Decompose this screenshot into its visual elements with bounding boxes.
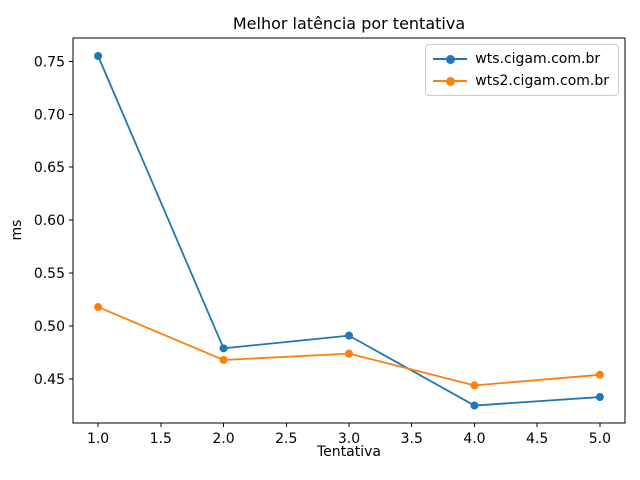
data-point-marker [595, 370, 604, 379]
data-point-marker [595, 393, 604, 402]
plot-border [72, 37, 626, 424]
y-tick-label: 0.75 [34, 54, 65, 70]
legend-line-marker-icon [433, 53, 468, 65]
data-point-marker [219, 344, 228, 353]
data-point-marker [470, 381, 479, 390]
x-tick-label: 2.5 [275, 431, 297, 447]
y-tick-label: 0.55 [34, 266, 65, 282]
legend-entry: wts2.cigam.com.br [433, 72, 609, 90]
y-tick-label: 0.65 [34, 160, 65, 176]
chart-title: Melhor latência por tentativa [232, 14, 466, 33]
legend-label: wts2.cigam.com.br [475, 73, 609, 89]
data-point-marker [345, 331, 353, 340]
legend: wts.cigam.com.br wts2.cigam.com.br [425, 44, 619, 96]
y-tick-label: 0.50 [34, 319, 65, 335]
data-point-marker [345, 349, 353, 358]
data-point-marker [219, 355, 228, 364]
legend-label: wts.cigam.com.br [475, 51, 601, 67]
x-tick-label: 1.0 [87, 431, 109, 447]
x-tick-label: 2.0 [212, 431, 234, 447]
x-tick-label: 4.5 [526, 431, 548, 447]
x-tick-label: 1.5 [150, 431, 172, 447]
x-tick-label: 3.5 [401, 431, 423, 447]
data-point-marker [94, 303, 103, 312]
x-axis-label: Tentativa [317, 444, 381, 460]
x-tick-label: 4.0 [463, 431, 485, 447]
data-point-marker [470, 401, 479, 410]
x-tick-label: 3.0 [338, 431, 360, 447]
y-axis-label: ms [9, 219, 25, 241]
y-tick-label: 0.60 [34, 213, 65, 229]
y-tick-label: 0.70 [34, 107, 65, 123]
data-point-marker [94, 52, 103, 61]
y-tick-label: 0.45 [34, 372, 65, 388]
legend-line-marker-icon [433, 75, 468, 87]
legend-entry: wts.cigam.com.br [433, 50, 609, 68]
data-line [97, 306, 600, 387]
x-tick-label: 5.0 [589, 431, 611, 447]
